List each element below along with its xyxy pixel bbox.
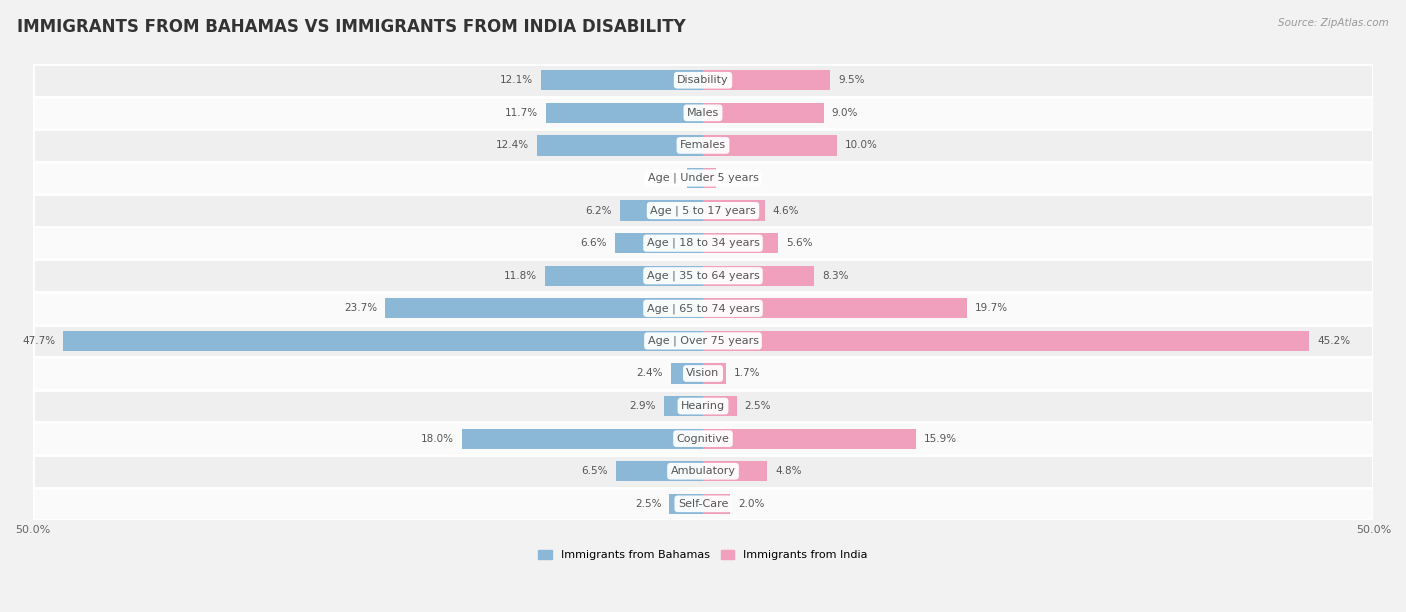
Text: Cognitive: Cognitive — [676, 434, 730, 444]
Bar — [703, 201, 765, 221]
Bar — [703, 135, 837, 155]
Text: Age | Over 75 years: Age | Over 75 years — [648, 335, 758, 346]
Bar — [703, 266, 814, 286]
Text: 4.8%: 4.8% — [775, 466, 801, 476]
Text: Hearing: Hearing — [681, 401, 725, 411]
Text: 4.6%: 4.6% — [773, 206, 799, 215]
Text: 11.7%: 11.7% — [505, 108, 538, 118]
Text: 11.8%: 11.8% — [503, 271, 537, 281]
Text: 1.0%: 1.0% — [724, 173, 751, 183]
Bar — [32, 324, 1374, 357]
Bar — [32, 64, 1374, 97]
Bar — [703, 70, 831, 91]
Bar — [544, 266, 703, 286]
Text: 2.5%: 2.5% — [636, 499, 661, 509]
Text: 12.4%: 12.4% — [495, 140, 529, 151]
Bar — [32, 194, 1374, 227]
Text: Self-Care: Self-Care — [678, 499, 728, 509]
Bar — [32, 97, 1374, 129]
Text: IMMIGRANTS FROM BAHAMAS VS IMMIGRANTS FROM INDIA DISABILITY: IMMIGRANTS FROM BAHAMAS VS IMMIGRANTS FR… — [17, 18, 686, 36]
Bar — [614, 233, 703, 253]
Bar — [461, 428, 703, 449]
Text: 12.1%: 12.1% — [499, 75, 533, 85]
Bar — [32, 227, 1374, 259]
Text: Age | 65 to 74 years: Age | 65 to 74 years — [647, 303, 759, 313]
Bar — [664, 396, 703, 416]
Text: 45.2%: 45.2% — [1317, 336, 1350, 346]
Text: 2.9%: 2.9% — [630, 401, 657, 411]
Bar — [32, 259, 1374, 292]
Bar — [616, 461, 703, 482]
Text: Source: ZipAtlas.com: Source: ZipAtlas.com — [1278, 18, 1389, 28]
Bar — [669, 494, 703, 514]
Text: Vision: Vision — [686, 368, 720, 378]
Bar — [703, 364, 725, 384]
Text: 6.2%: 6.2% — [585, 206, 612, 215]
Bar — [32, 292, 1374, 324]
Text: 1.2%: 1.2% — [652, 173, 679, 183]
Bar — [671, 364, 703, 384]
Bar — [703, 331, 1309, 351]
Bar — [32, 390, 1374, 422]
Text: 23.7%: 23.7% — [344, 304, 377, 313]
Bar — [541, 70, 703, 91]
Legend: Immigrants from Bahamas, Immigrants from India: Immigrants from Bahamas, Immigrants from… — [534, 545, 872, 565]
Text: 2.5%: 2.5% — [745, 401, 770, 411]
Text: Age | Under 5 years: Age | Under 5 years — [648, 173, 758, 183]
Bar — [32, 162, 1374, 194]
Text: 6.5%: 6.5% — [581, 466, 607, 476]
Text: Disability: Disability — [678, 75, 728, 85]
Bar — [63, 331, 703, 351]
Bar — [703, 494, 730, 514]
Text: 2.0%: 2.0% — [738, 499, 765, 509]
Text: Age | 35 to 64 years: Age | 35 to 64 years — [647, 271, 759, 281]
Text: Males: Males — [688, 108, 718, 118]
Text: 10.0%: 10.0% — [845, 140, 877, 151]
Bar — [32, 455, 1374, 488]
Text: 9.0%: 9.0% — [832, 108, 858, 118]
Bar — [703, 461, 768, 482]
Bar — [703, 103, 824, 123]
Text: 2.4%: 2.4% — [637, 368, 662, 378]
Bar — [546, 103, 703, 123]
Text: Age | 18 to 34 years: Age | 18 to 34 years — [647, 238, 759, 248]
Text: 6.6%: 6.6% — [579, 238, 606, 248]
Bar — [703, 428, 917, 449]
Text: 1.7%: 1.7% — [734, 368, 761, 378]
Text: Ambulatory: Ambulatory — [671, 466, 735, 476]
Text: Females: Females — [681, 140, 725, 151]
Bar — [703, 168, 717, 188]
Bar — [32, 488, 1374, 520]
Text: Age | 5 to 17 years: Age | 5 to 17 years — [650, 206, 756, 216]
Bar — [703, 233, 778, 253]
Bar — [703, 396, 737, 416]
Bar — [688, 168, 703, 188]
Bar — [620, 201, 703, 221]
Text: 15.9%: 15.9% — [924, 434, 957, 444]
Bar — [32, 422, 1374, 455]
Text: 19.7%: 19.7% — [976, 304, 1008, 313]
Text: 47.7%: 47.7% — [22, 336, 55, 346]
Bar — [32, 357, 1374, 390]
Bar — [703, 298, 967, 318]
Text: 9.5%: 9.5% — [838, 75, 865, 85]
Bar — [32, 129, 1374, 162]
Text: 5.6%: 5.6% — [786, 238, 813, 248]
Text: 8.3%: 8.3% — [823, 271, 849, 281]
Bar — [385, 298, 703, 318]
Text: 18.0%: 18.0% — [420, 434, 454, 444]
Bar — [537, 135, 703, 155]
